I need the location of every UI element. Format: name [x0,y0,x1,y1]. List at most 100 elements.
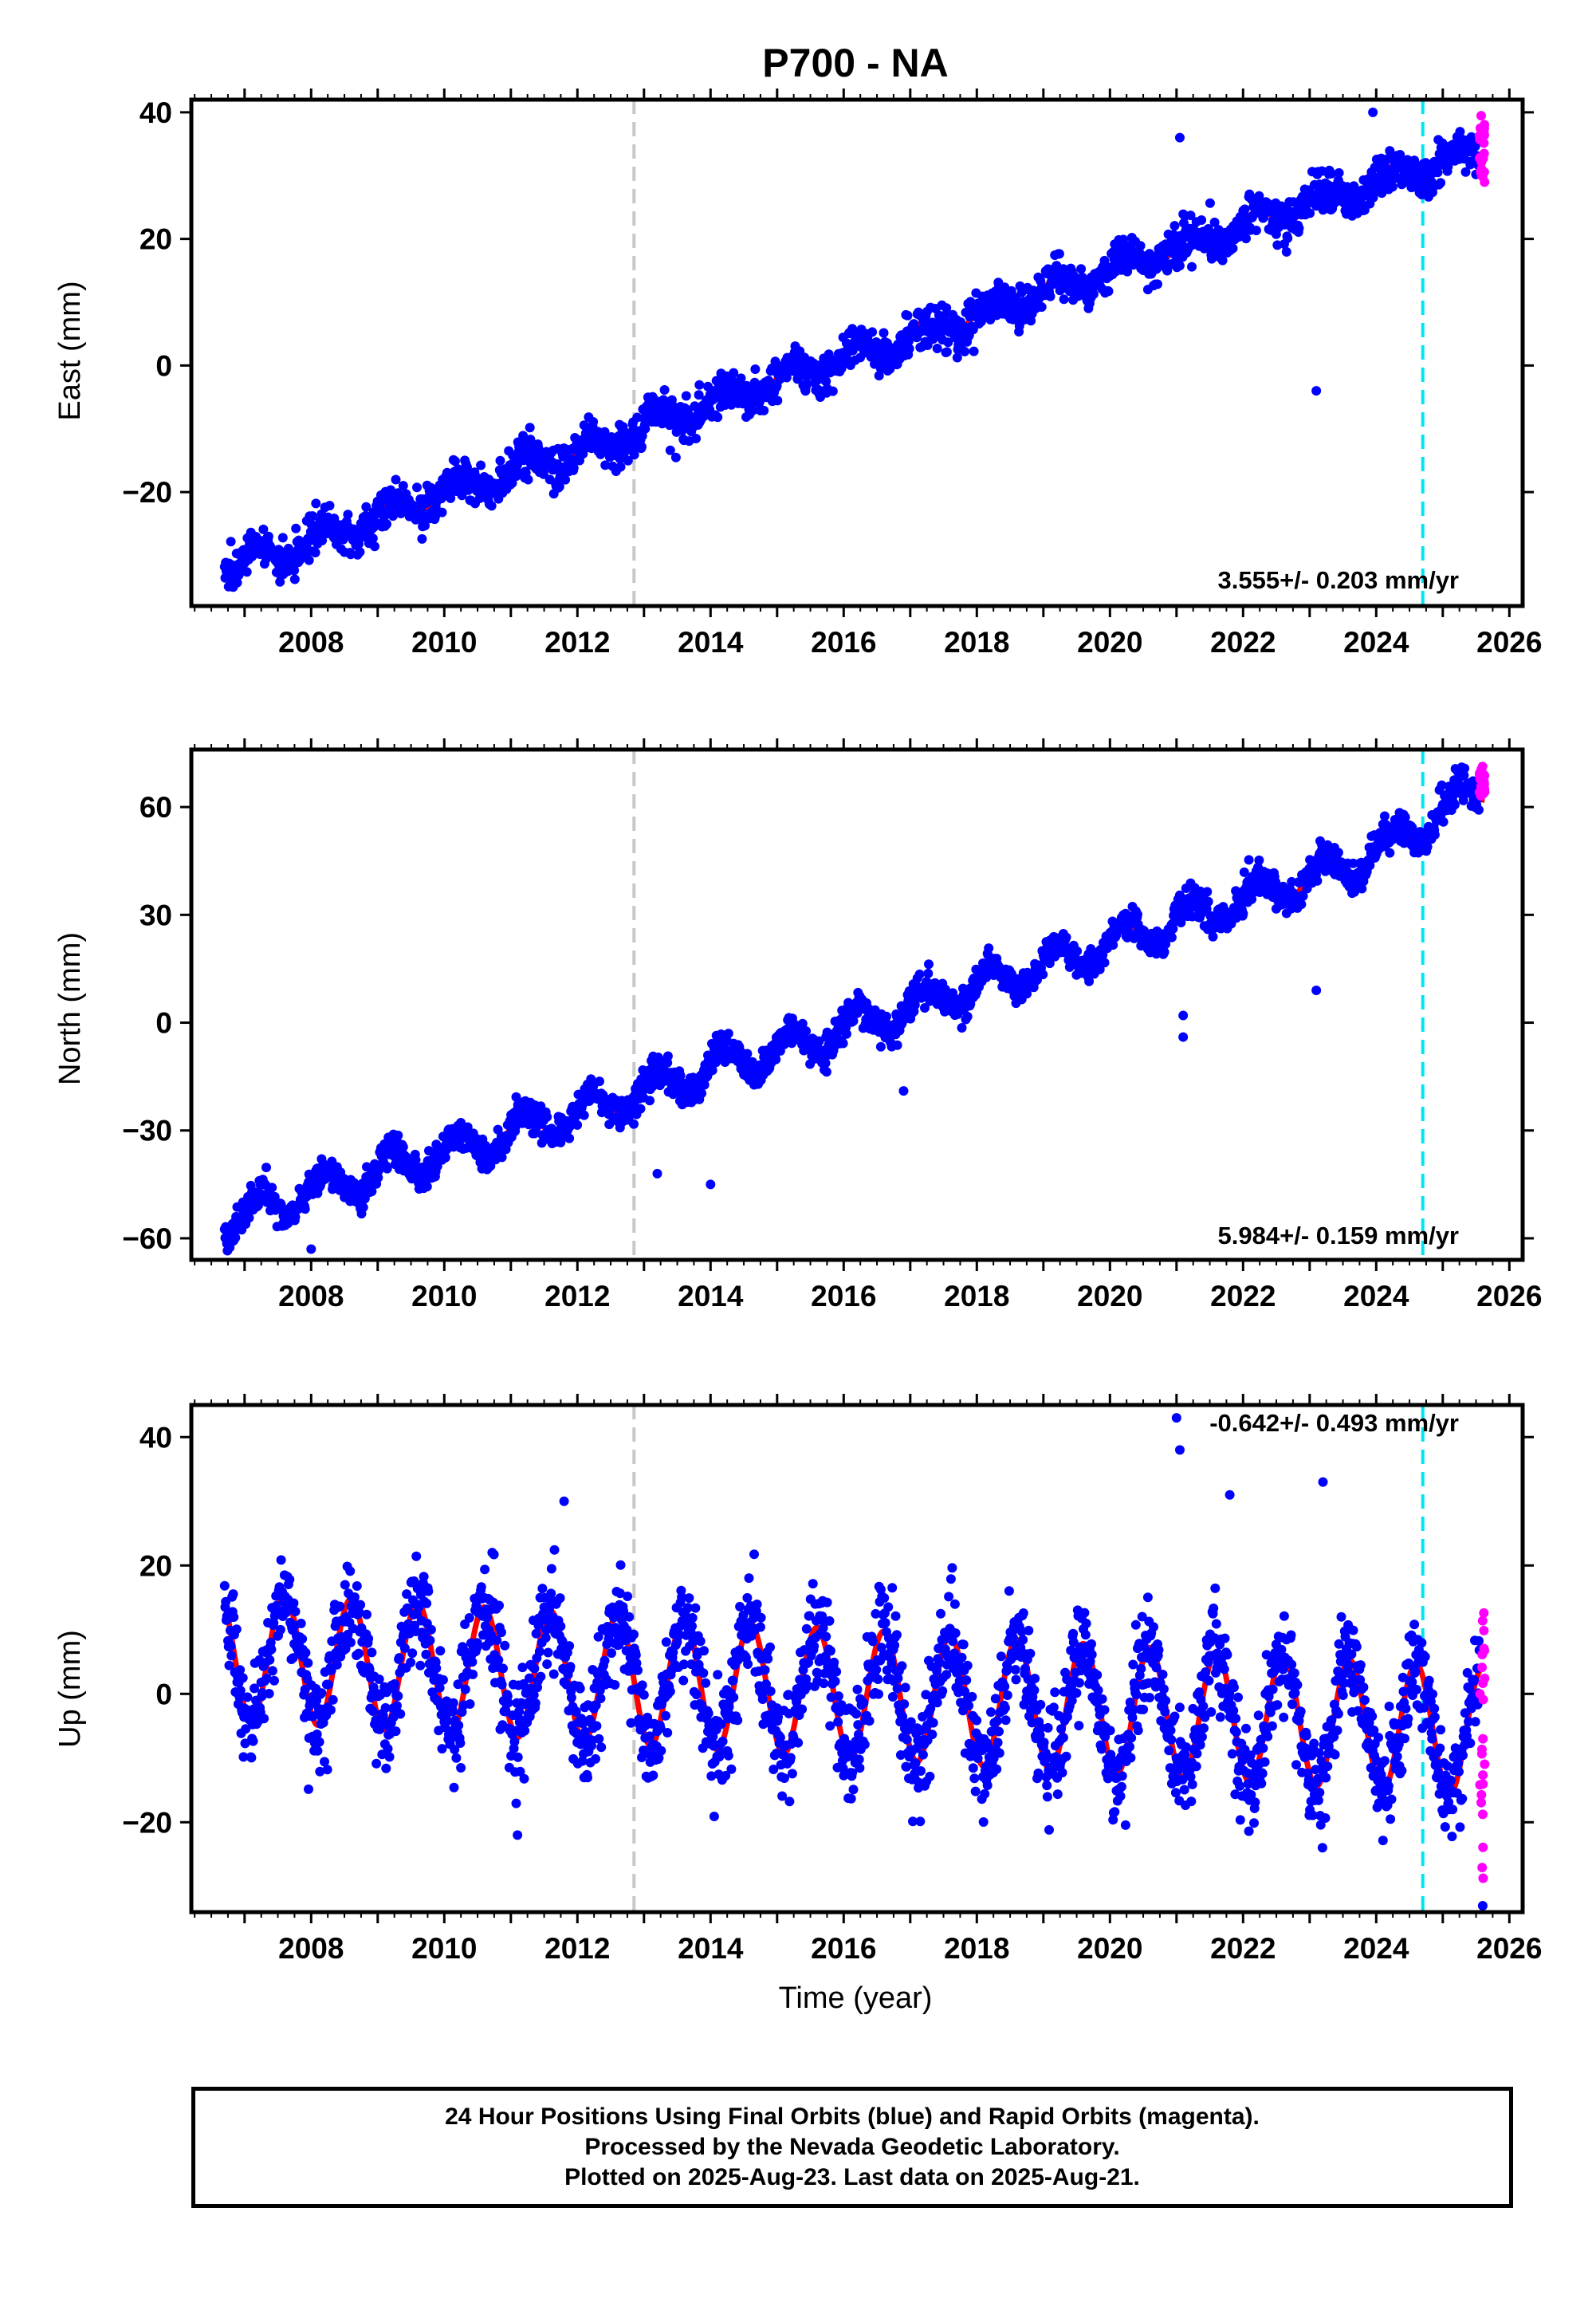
east-final-point [969,346,979,356]
east-final-point [1174,261,1185,271]
north-x-tick-label: 2010 [411,1280,477,1312]
east-final-point [952,352,962,363]
east-final-point [289,565,300,576]
east-final-point [343,510,353,520]
east-final-point [420,521,430,531]
north-x-tick-label: 2008 [278,1280,344,1312]
east-final-point [1470,141,1480,152]
north-outlier-point [306,1244,316,1254]
east-final-point [615,462,626,472]
up-final-point [238,1673,248,1683]
east-final-point [902,310,913,321]
east-final-point [1122,266,1133,277]
east-x-tick-label: 2018 [944,626,1009,659]
north-final-point [1072,946,1083,956]
east-final-point [568,462,579,473]
north-final-point [841,1029,851,1039]
east-final-point [750,364,761,374]
north-final-point [261,1163,271,1173]
north-final-point [1438,817,1449,827]
north-final-point [875,1041,886,1052]
north-final-point [511,1092,521,1102]
north-rapid-orbit-points [1474,761,1490,801]
east-final-point [304,555,314,565]
up-final-point [297,1634,308,1644]
up-final-point [285,1574,295,1584]
east-final-point [1103,286,1114,297]
east-rapid-orbit-points [1474,111,1490,187]
north-final-point [398,1142,408,1152]
east-final-point [1099,255,1110,266]
north-final-point [573,1089,584,1100]
east-final-point [370,541,379,552]
north-final-point [814,1036,824,1046]
north-final-point [1203,896,1213,907]
north-final-point [797,1018,808,1029]
up-final-point [275,1624,285,1635]
north-final-point [1385,848,1395,858]
east-final-point [879,328,889,338]
east-final-point [1036,302,1047,312]
east-final-point [277,533,288,543]
east-x-tick-label: 2016 [811,626,876,659]
east-y-tick-label: 40 [140,96,172,129]
north-x-tick-label: 2014 [678,1280,744,1312]
north-final-point [635,1104,646,1114]
east-x-tick-label: 2024 [1343,626,1409,659]
north-final-point [1168,923,1178,934]
east-x-tick-label: 2022 [1210,626,1276,659]
north-final-point [1166,932,1177,943]
east-final-point [1045,291,1055,301]
up-final-point [265,1655,275,1665]
east-x-tick-label: 2008 [278,626,344,659]
east-final-point [345,549,356,560]
north-final-point [579,1110,589,1120]
north-final-point [1429,829,1440,840]
north-final-point [892,1040,902,1050]
north-final-point [1202,887,1213,897]
east-final-point [538,469,548,479]
up-final-point [296,1619,306,1628]
north-final-orbit-points [219,762,1484,1256]
east-final-point [691,434,701,443]
east-final-point [1436,178,1446,188]
east-final-point [659,385,670,395]
east-final-point [1076,264,1087,274]
east-rapid-point [1476,157,1487,167]
east-final-point [821,376,831,387]
east-final-point [1387,182,1397,192]
east-final-point [665,445,675,455]
east-final-point [1254,191,1264,201]
east-final-point [941,347,952,357]
east-final-point [308,511,317,521]
east-final-point [1460,167,1471,177]
up-final-point [266,1644,277,1655]
east-final-point [310,548,320,557]
north-y-tick-label: 60 [140,791,172,824]
east-final-point [450,456,460,466]
north-final-point [564,1133,575,1143]
north-final-point [382,1163,392,1174]
north-final-point [923,968,934,978]
east-final-point [1334,167,1344,178]
east-final-point [560,474,571,485]
north-final-point [572,1120,583,1130]
east-final-point [476,460,486,470]
north-final-point [820,1058,831,1068]
up-final-point [248,1736,258,1746]
east-final-point [1395,150,1405,159]
north-y-tick-label: 0 [155,1007,172,1040]
east-outlier-point [1174,132,1185,143]
east-final-point [658,395,669,405]
north-final-point [1238,908,1248,919]
east-final-point [417,533,427,544]
east-final-point [772,396,783,406]
east-final-point [1443,162,1453,171]
east-y-tick-label: 0 [155,349,172,382]
east-final-point [943,337,953,348]
east-final-point [904,344,914,354]
north-final-point [440,1152,450,1163]
north-final-point [707,1065,717,1076]
north-final-point [848,1016,859,1026]
